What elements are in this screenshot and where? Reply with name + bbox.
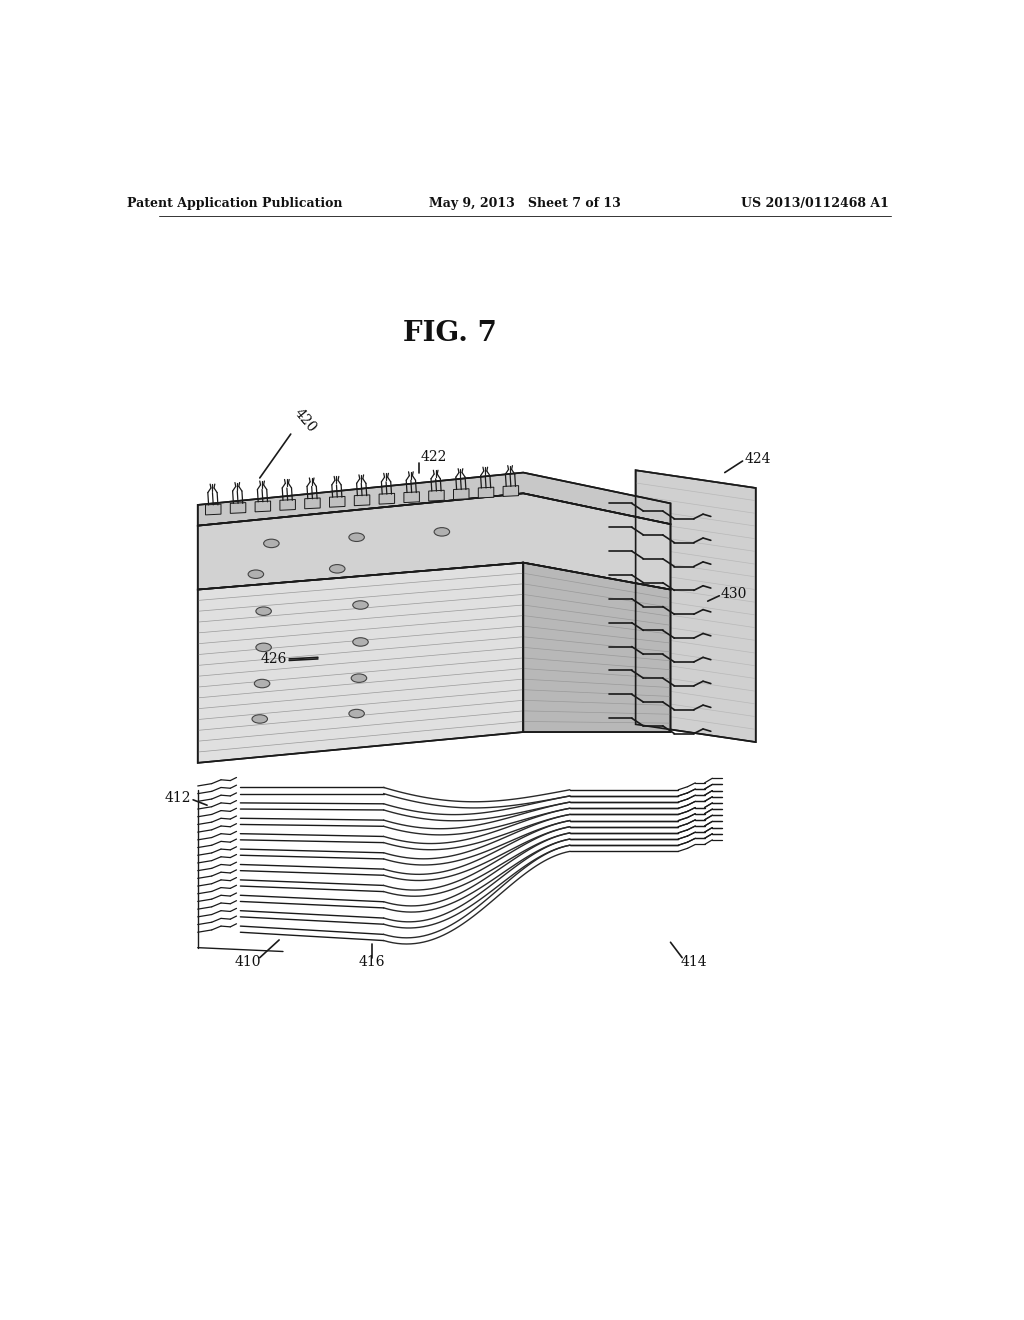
Text: 414: 414 <box>680 954 707 969</box>
Polygon shape <box>523 562 671 733</box>
Ellipse shape <box>349 709 365 718</box>
Polygon shape <box>354 495 370 506</box>
Polygon shape <box>230 503 246 513</box>
Ellipse shape <box>352 638 369 647</box>
Text: 420: 420 <box>291 405 318 434</box>
Polygon shape <box>403 492 420 503</box>
Text: FIG. 7: FIG. 7 <box>402 321 497 347</box>
Polygon shape <box>198 562 523 763</box>
Ellipse shape <box>349 533 365 541</box>
Text: May 9, 2013   Sheet 7 of 13: May 9, 2013 Sheet 7 of 13 <box>429 197 621 210</box>
Ellipse shape <box>256 643 271 652</box>
Polygon shape <box>503 486 518 496</box>
Polygon shape <box>206 504 221 515</box>
Text: 412: 412 <box>165 791 191 804</box>
Polygon shape <box>198 473 671 525</box>
Ellipse shape <box>252 714 267 723</box>
Polygon shape <box>429 490 444 502</box>
Polygon shape <box>305 498 321 508</box>
Polygon shape <box>379 494 394 504</box>
Polygon shape <box>255 502 270 512</box>
Text: 410: 410 <box>234 954 261 969</box>
Text: US 2013/0112468 A1: US 2013/0112468 A1 <box>740 197 889 210</box>
Text: 422: 422 <box>421 450 447 465</box>
Ellipse shape <box>352 601 369 610</box>
Polygon shape <box>330 496 345 507</box>
Ellipse shape <box>254 680 270 688</box>
Ellipse shape <box>263 539 280 548</box>
Text: 416: 416 <box>358 954 385 969</box>
Ellipse shape <box>330 565 345 573</box>
Polygon shape <box>454 488 469 499</box>
Text: 426: 426 <box>260 652 287 665</box>
Polygon shape <box>280 499 295 511</box>
Text: 430: 430 <box>721 587 748 601</box>
Ellipse shape <box>256 607 271 615</box>
Polygon shape <box>636 470 756 742</box>
Ellipse shape <box>248 570 263 578</box>
Polygon shape <box>198 494 671 590</box>
Text: Patent Application Publication: Patent Application Publication <box>127 197 343 210</box>
Text: 424: 424 <box>744 451 771 466</box>
Ellipse shape <box>434 528 450 536</box>
Polygon shape <box>478 487 494 498</box>
Ellipse shape <box>351 675 367 682</box>
